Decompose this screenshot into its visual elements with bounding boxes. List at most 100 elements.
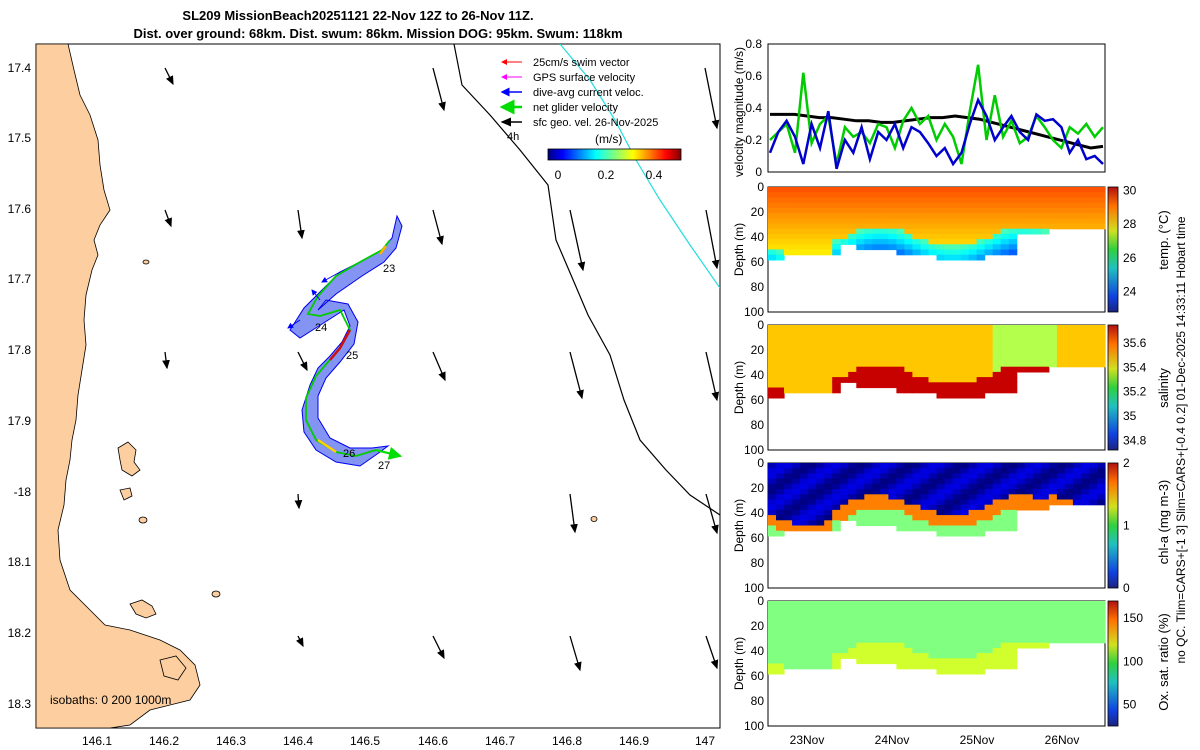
section-cell bbox=[1032, 637, 1042, 644]
section-cell bbox=[1080, 187, 1090, 193]
section-cell bbox=[1032, 504, 1042, 511]
section-cell bbox=[920, 483, 930, 490]
section-cell bbox=[1016, 632, 1026, 639]
section-cell bbox=[896, 653, 905, 659]
section-cell bbox=[1008, 218, 1018, 225]
section-cell bbox=[832, 489, 841, 495]
section-cell bbox=[968, 254, 978, 261]
section-cell bbox=[792, 207, 801, 214]
section-cell bbox=[960, 192, 970, 198]
section-cell bbox=[920, 499, 930, 506]
section-cell bbox=[968, 632, 978, 639]
section-cell bbox=[904, 616, 913, 623]
section-cell bbox=[888, 473, 897, 480]
section-cell bbox=[784, 601, 793, 607]
section-cell bbox=[992, 213, 1002, 219]
section-cell bbox=[928, 197, 938, 204]
section-cell bbox=[944, 601, 954, 607]
section-cell bbox=[976, 392, 986, 399]
colorbar-tick: 30 bbox=[1123, 183, 1137, 197]
section-cell bbox=[944, 244, 954, 251]
section-cell bbox=[880, 499, 889, 506]
section-cell bbox=[1048, 345, 1058, 352]
section-cell bbox=[1024, 345, 1034, 352]
section-cell bbox=[1032, 499, 1042, 506]
section-cell bbox=[984, 249, 994, 256]
section-cell bbox=[1072, 606, 1082, 612]
section-cell bbox=[944, 377, 954, 383]
section-cell bbox=[952, 601, 962, 607]
section-cell bbox=[1040, 340, 1050, 347]
section-cell bbox=[936, 478, 946, 485]
section-cell bbox=[912, 377, 921, 383]
section-cell bbox=[1024, 366, 1034, 373]
section-cell bbox=[888, 478, 897, 485]
day-label-24: 24 bbox=[315, 322, 327, 334]
section-cell bbox=[992, 483, 1002, 490]
section-cell bbox=[968, 611, 978, 618]
section-cell bbox=[1032, 361, 1042, 368]
section-cell bbox=[888, 520, 897, 527]
section-cell bbox=[776, 192, 785, 198]
section-cell bbox=[856, 468, 865, 474]
section-cell bbox=[832, 520, 841, 527]
section-cell bbox=[920, 340, 930, 347]
section-cell bbox=[952, 478, 962, 485]
section-cell bbox=[1056, 192, 1066, 198]
section-cell bbox=[856, 478, 865, 485]
section-cell bbox=[912, 489, 921, 495]
section-cell bbox=[872, 356, 881, 363]
section-cell bbox=[1056, 207, 1066, 214]
section-cell bbox=[824, 616, 833, 623]
section-cell bbox=[968, 223, 978, 230]
section-cell bbox=[952, 621, 962, 628]
section-cell bbox=[832, 478, 841, 485]
section-cell bbox=[1008, 621, 1018, 628]
section-cell bbox=[992, 473, 1002, 480]
section-cell bbox=[880, 330, 889, 336]
section-cell bbox=[848, 197, 857, 204]
section-cell bbox=[1097, 616, 1106, 623]
section-cell bbox=[976, 627, 986, 633]
section-cell bbox=[936, 463, 946, 469]
section-cell bbox=[888, 494, 897, 501]
section-cell bbox=[848, 499, 857, 506]
section-cell bbox=[832, 647, 841, 654]
section-cell bbox=[888, 335, 897, 342]
colorbar-tick: 34.8 bbox=[1123, 433, 1147, 447]
section-cell bbox=[944, 494, 954, 501]
section-cell bbox=[808, 228, 817, 235]
section-cell bbox=[808, 463, 817, 469]
legend-net-label: net glider velocity bbox=[533, 102, 618, 114]
section-cell bbox=[896, 468, 905, 474]
section-cell bbox=[904, 249, 913, 256]
section-cell bbox=[928, 187, 938, 193]
section-cell bbox=[832, 658, 841, 665]
section-cell bbox=[1040, 356, 1050, 363]
section-cell bbox=[880, 197, 889, 204]
section-cell bbox=[1040, 478, 1050, 485]
section-cell bbox=[800, 340, 809, 347]
section-cell bbox=[1064, 223, 1074, 230]
section-cell bbox=[1089, 325, 1098, 331]
section-cell bbox=[768, 616, 777, 623]
section-cell bbox=[968, 340, 978, 347]
section-cell bbox=[960, 621, 970, 628]
section-cell bbox=[984, 223, 994, 230]
section-cell bbox=[944, 499, 954, 506]
section-cell bbox=[784, 345, 793, 352]
section-cell bbox=[1080, 627, 1090, 633]
section-cell bbox=[776, 616, 785, 623]
section-cell bbox=[960, 668, 970, 675]
section-cell bbox=[944, 520, 954, 527]
map-colorbar-tick-0: 0 bbox=[555, 168, 562, 182]
section-cell bbox=[984, 621, 994, 628]
section-cell bbox=[1040, 345, 1050, 352]
section-cell bbox=[920, 601, 930, 607]
section-cell bbox=[1097, 187, 1106, 193]
section-cell bbox=[1072, 202, 1082, 209]
depth-tick: 20 bbox=[751, 481, 765, 495]
section-cell bbox=[912, 504, 921, 511]
section-cell bbox=[976, 387, 986, 394]
section-cell bbox=[896, 387, 905, 394]
